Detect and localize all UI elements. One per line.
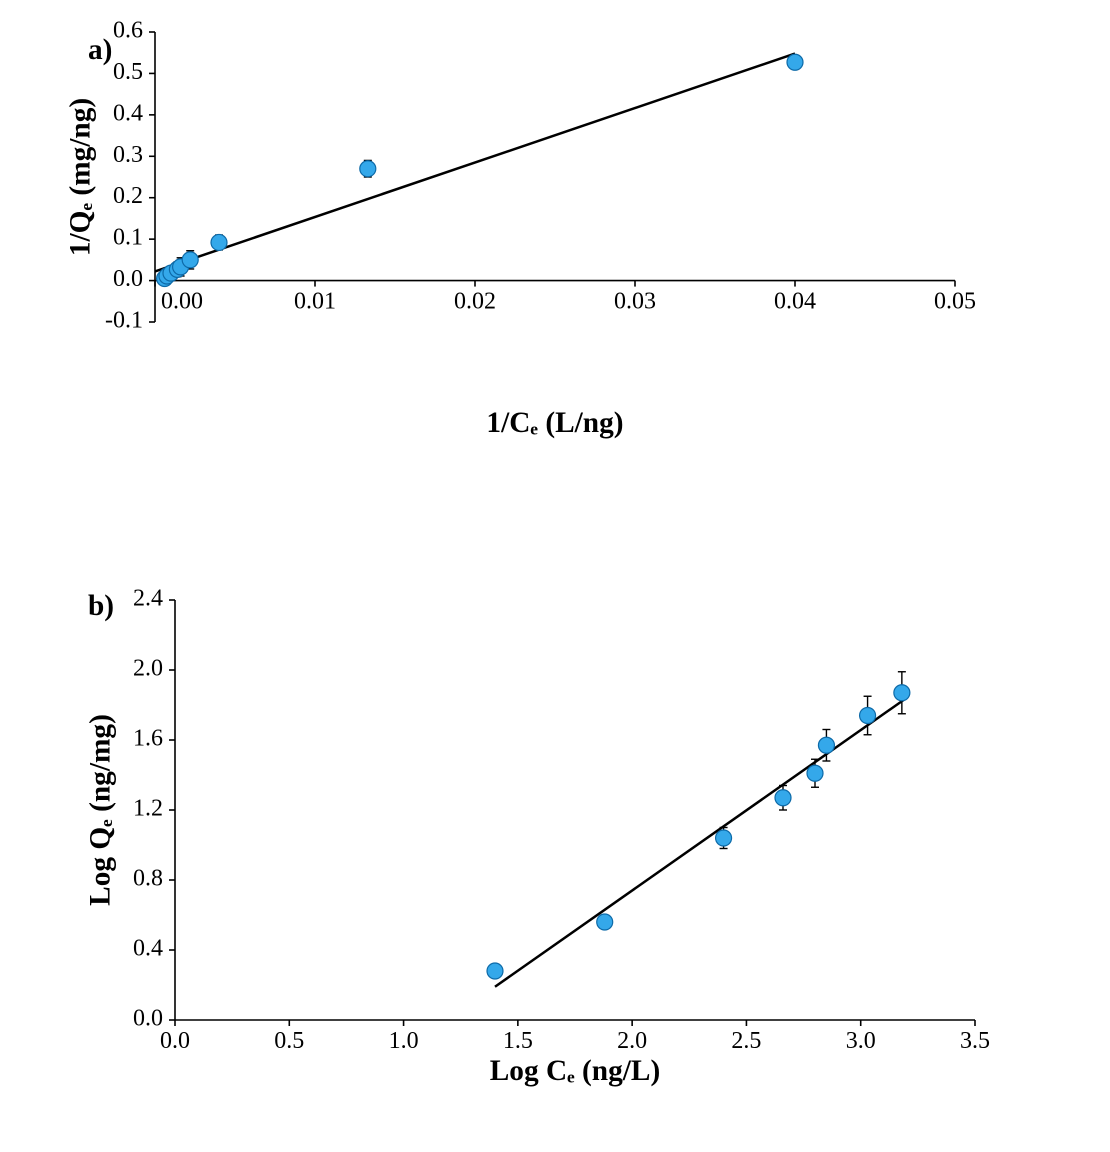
x-tick-label: 0.03 — [614, 289, 656, 315]
panel-a-label: a) — [88, 34, 112, 67]
panel-a-chart: -0.10.00.10.20.30.40.50.60.010.020.030.0… — [155, 32, 955, 322]
x-tick-label: 0.02 — [454, 289, 496, 315]
y-tick-label: 0.1 — [113, 225, 143, 251]
x-axis-title: 1/Cₑ (L/ng) — [486, 407, 623, 439]
figure-page: a) -0.10.00.10.20.30.40.50.60.010.020.03… — [0, 0, 1110, 1152]
x-tick-label: 3.0 — [846, 1028, 876, 1054]
data-point — [487, 963, 503, 979]
x-tick-label: 1.0 — [389, 1028, 419, 1054]
data-point — [860, 708, 876, 724]
data-point — [775, 790, 791, 806]
y-tick-label: 0.0 — [133, 1006, 163, 1032]
y-axis-title: Log Qₑ (ng/mg) — [85, 714, 117, 906]
y-tick-label: -0.1 — [105, 308, 143, 334]
data-point — [716, 830, 732, 846]
y-tick-label: 0.8 — [133, 866, 163, 892]
data-point — [818, 737, 834, 753]
x-tick-label: 0.0 — [160, 1028, 190, 1054]
y-tick-label: 1.6 — [133, 726, 163, 752]
x-tick-label: 1.5 — [503, 1028, 533, 1054]
panel-b-chart: 0.00.40.81.21.62.02.40.00.51.01.52.02.53… — [175, 600, 975, 1020]
x-tick-label: 2.0 — [617, 1028, 647, 1054]
data-point — [807, 765, 823, 781]
x-tick-label: 0.01 — [294, 289, 336, 315]
x-tick-label: 3.5 — [960, 1028, 990, 1054]
panel-b-label: b) — [88, 590, 114, 623]
data-point — [360, 161, 376, 177]
y-tick-label: 0.3 — [113, 142, 143, 168]
x-tick-label: 0.5 — [274, 1028, 304, 1054]
y-tick-label: 2.4 — [133, 586, 163, 612]
y-tick-label: 0.4 — [133, 936, 163, 962]
y-tick-label: 0.5 — [113, 59, 143, 85]
y-tick-label: 2.0 — [133, 656, 163, 682]
x-tick-label: 0.04 — [774, 289, 816, 315]
data-point — [182, 252, 198, 268]
fit-line — [155, 54, 795, 272]
data-point — [211, 234, 227, 250]
y-tick-label: 1.2 — [133, 796, 163, 822]
y-tick-label: 0.6 — [113, 18, 143, 44]
fit-line — [495, 698, 906, 987]
y-axis-title: 1/Qₑ (mg/ng) — [65, 98, 97, 256]
x-axis-title: Log Cₑ (ng/L) — [490, 1055, 661, 1087]
data-point — [894, 685, 910, 701]
origin-label: 0.00 — [161, 289, 203, 315]
x-tick-label: 2.5 — [731, 1028, 761, 1054]
y-tick-label: 0.4 — [113, 100, 143, 126]
y-tick-label: 0.0 — [113, 266, 143, 292]
x-tick-label: 0.05 — [934, 289, 976, 315]
data-point — [597, 914, 613, 930]
data-point — [787, 54, 803, 70]
y-tick-label: 0.2 — [113, 183, 143, 209]
